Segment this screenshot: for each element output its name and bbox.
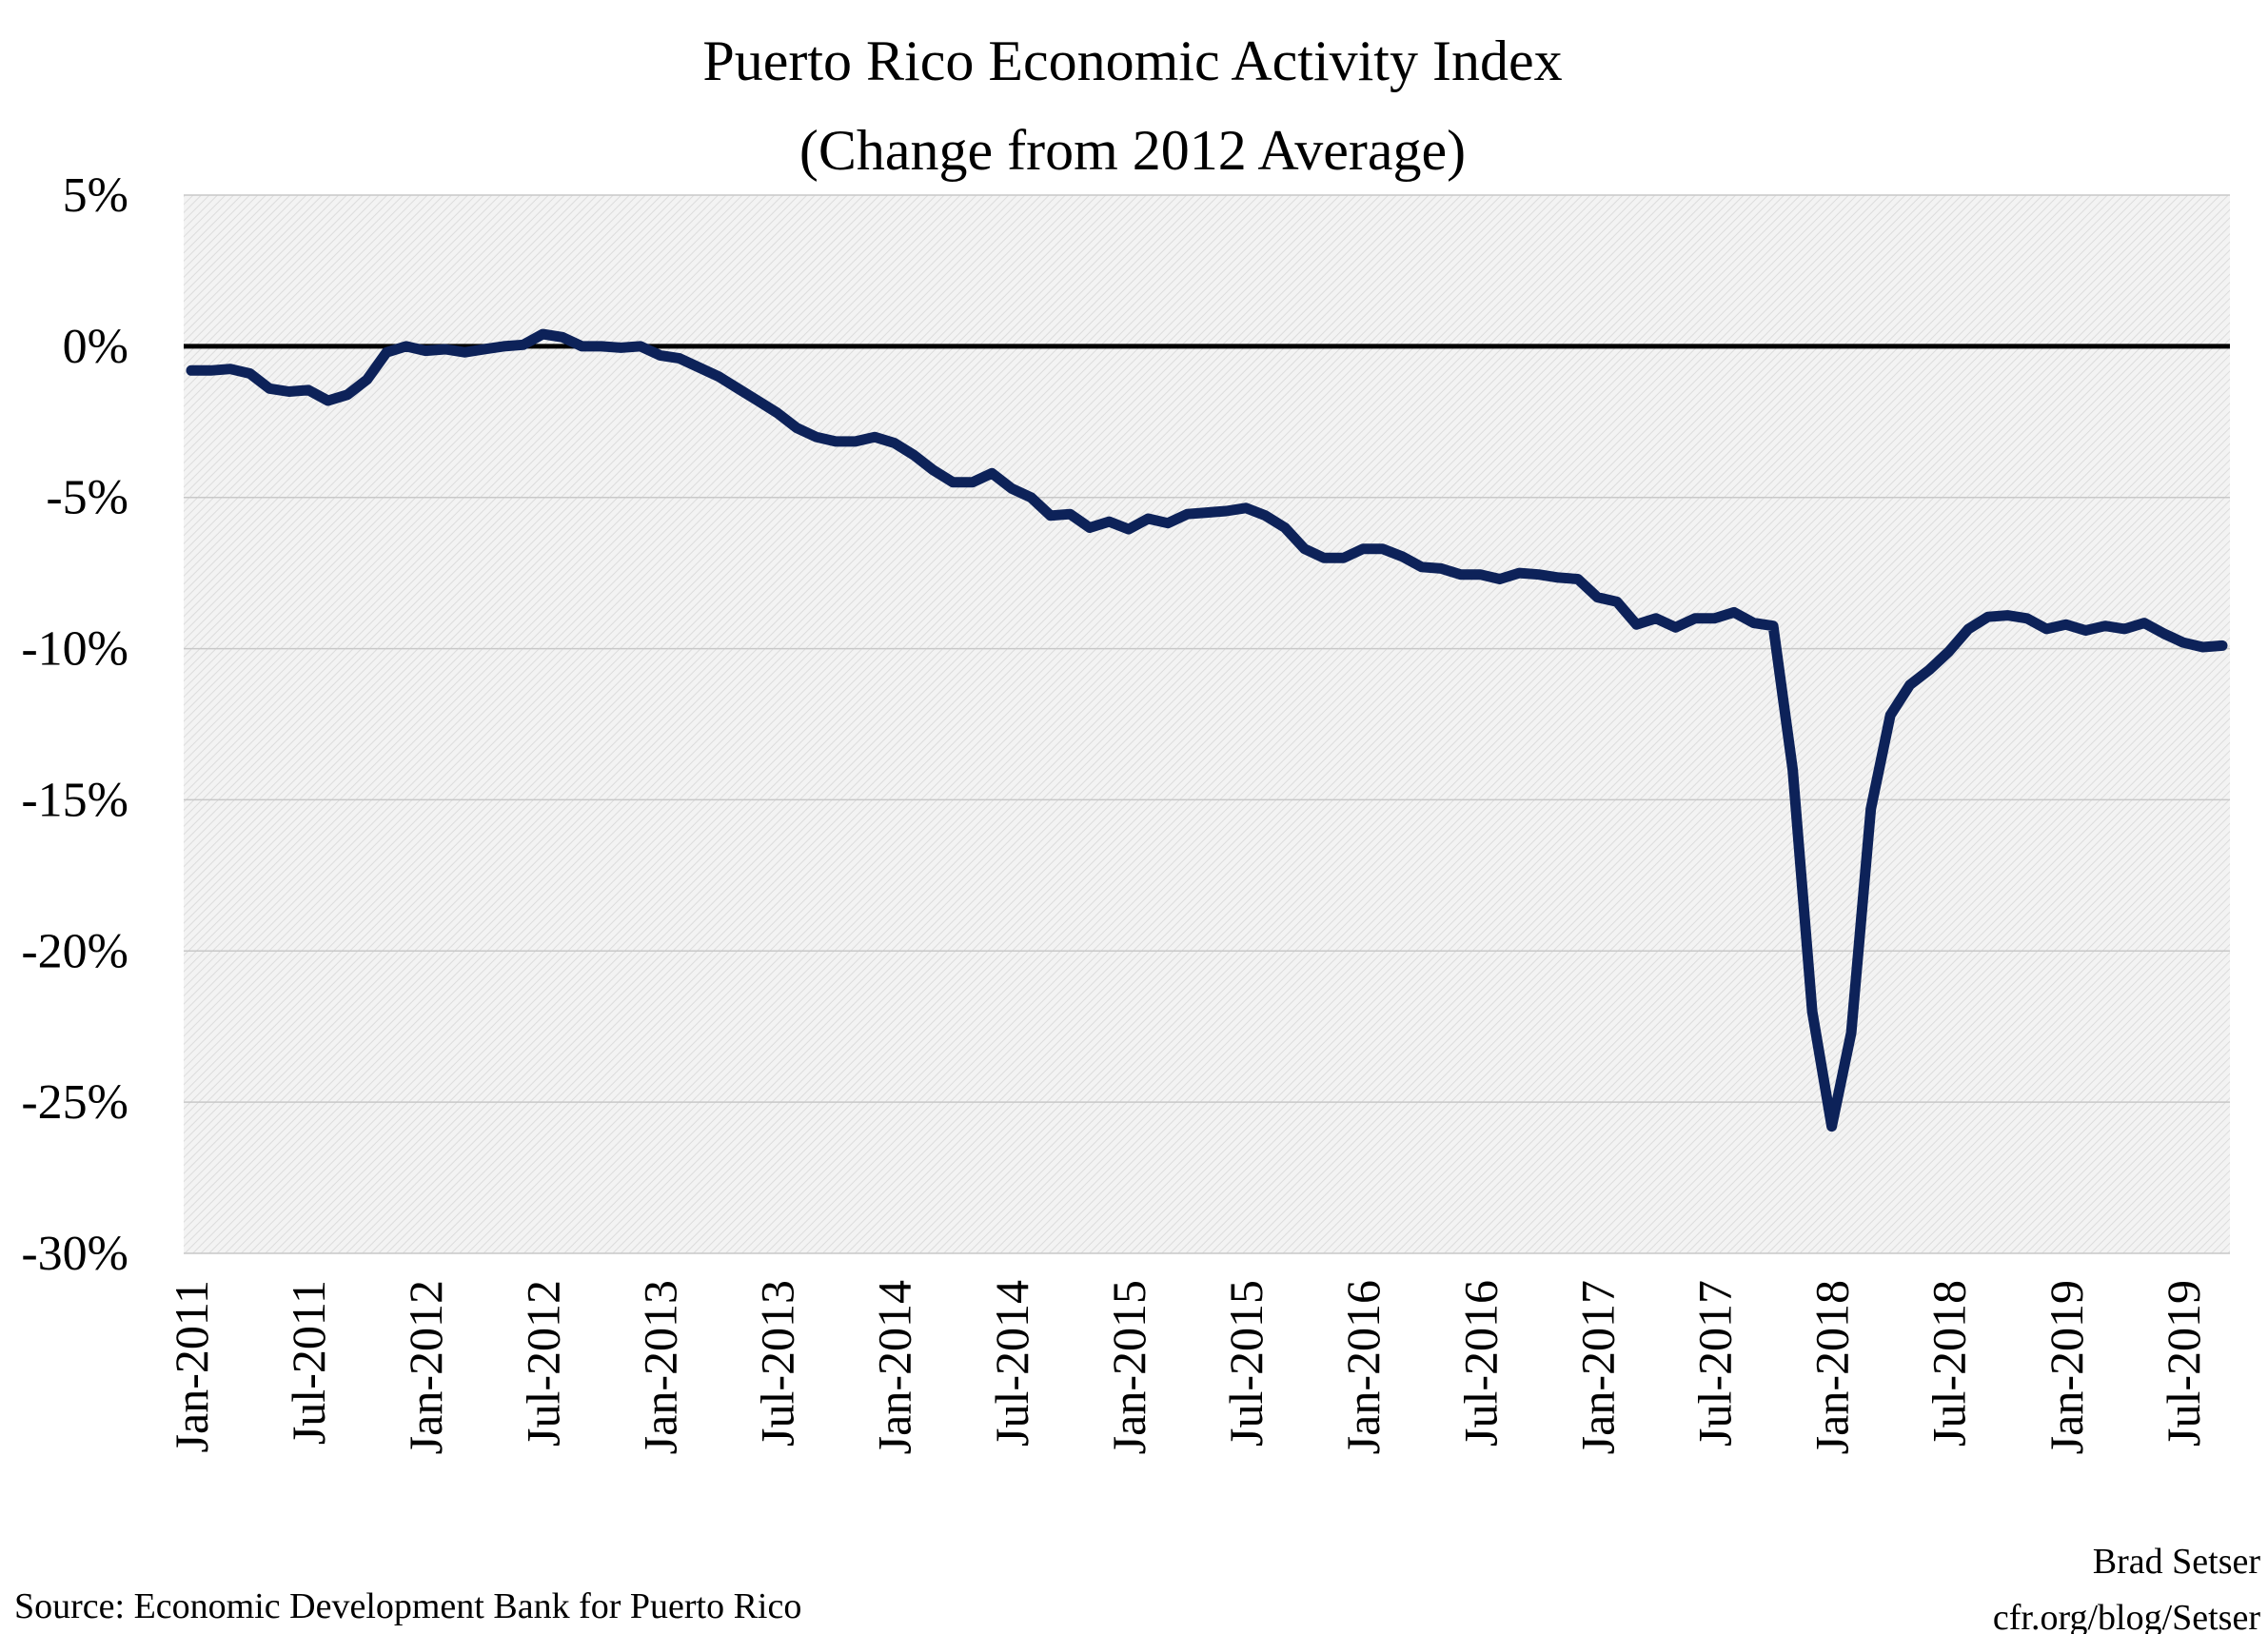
source-note: Source: Economic Development Bank for Pu… xyxy=(14,1586,801,1626)
credit-url: cfr.org/blog/Setser xyxy=(1993,1598,2260,1634)
x-tick-label: Jul-2017 xyxy=(1688,1280,1742,1447)
x-tick-label: Jan-2016 xyxy=(1336,1280,1390,1454)
x-tick-label: Jan-2019 xyxy=(2040,1280,2093,1454)
plot-area xyxy=(184,195,2230,1253)
y-tick-label: 5% xyxy=(63,168,128,223)
x-axis-ticks: Jan-2011 Jul-2011 Jan-2012 Jul-2012 Jan-2013… xyxy=(165,1280,2210,1454)
x-tick-label: Jan-2018 xyxy=(1805,1280,1859,1454)
y-tick-label: -30% xyxy=(21,1227,128,1281)
y-tick-label: -15% xyxy=(21,773,128,827)
x-tick-label: Jan-2015 xyxy=(1102,1280,1155,1454)
chart-subtitle: (Change from 2012 Average) xyxy=(799,119,1466,182)
y-tick-label: -5% xyxy=(46,471,128,525)
x-tick-label: Jan-2014 xyxy=(868,1280,921,1454)
x-tick-label: Jan-2013 xyxy=(633,1280,686,1454)
x-tick-label: Jul-2018 xyxy=(1923,1280,1976,1447)
x-tick-label: Jul-2012 xyxy=(516,1280,569,1447)
x-tick-label: Jan-2017 xyxy=(1570,1280,1624,1454)
x-tick-label: Jul-2016 xyxy=(1453,1280,1507,1447)
y-tick-label: -20% xyxy=(21,924,128,978)
activity-index-line xyxy=(186,328,2228,1132)
x-tick-label: Jan-2011 xyxy=(165,1280,218,1452)
x-tick-label: Jul-2015 xyxy=(1219,1280,1272,1447)
x-tick-label: Jul-2013 xyxy=(751,1280,804,1447)
x-tick-label: Jul-2019 xyxy=(2157,1280,2210,1447)
x-tick-label: Jul-2011 xyxy=(282,1280,335,1445)
x-tick-label: Jul-2014 xyxy=(985,1280,1038,1447)
y-tick-label: -25% xyxy=(21,1075,128,1130)
chart-title: Puerto Rico Economic Activity Index xyxy=(702,30,1562,92)
y-axis-ticks: 5% 0% -5% -10% -15% -20% -25% -30% xyxy=(21,168,128,1281)
y-tick-label: 0% xyxy=(63,320,128,374)
x-tick-label: Jan-2012 xyxy=(399,1280,452,1454)
y-tick-label: -10% xyxy=(21,622,128,677)
credit-name: Brad Setser xyxy=(2093,1542,2261,1582)
